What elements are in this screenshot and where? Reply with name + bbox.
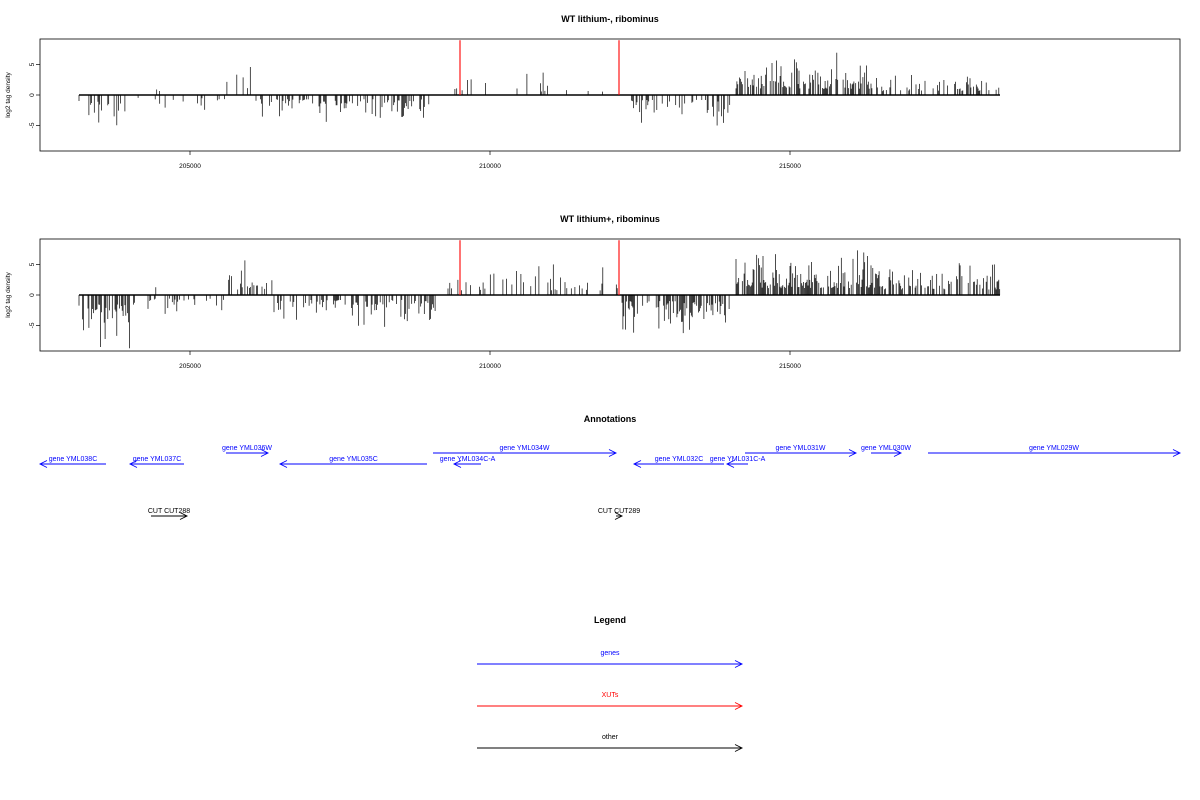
annotation-label: gene YML029W — [1029, 445, 1079, 452]
arrow-head — [608, 449, 618, 457]
annotation-feature: gene YML037C — [128, 456, 184, 468]
legend-title: Legend — [594, 615, 626, 625]
annotation-feature: gene YML030W — [861, 445, 911, 457]
x-tick-label: 210000 — [479, 363, 501, 370]
arrow-head — [734, 660, 744, 668]
arrow-head — [260, 449, 270, 457]
annotation-label: CUT CUT289 — [598, 508, 640, 515]
y-tick-label: 0 — [29, 293, 36, 297]
annotation-feature: gene YML035C — [278, 456, 427, 468]
x-axis: 205000 210000 215000 — [179, 151, 801, 170]
annotation-label: gene YML034C-A — [440, 456, 496, 463]
density-panel-lithium-minus: WT lithium-, ribominus log2 tag density … — [5, 14, 1181, 170]
x-tick-label: 210000 — [479, 163, 501, 170]
annotation-feature: gene YML029W — [928, 445, 1182, 457]
arrow-head — [1172, 449, 1182, 457]
arrow-head — [893, 449, 903, 457]
arrow-head — [278, 460, 288, 468]
legend: Legend genes XUTs other — [477, 615, 744, 752]
annotation-feature: gene YML034C-A — [440, 456, 496, 468]
legend-label: other — [602, 734, 619, 741]
annotation-feature: gene YML038C — [38, 456, 106, 468]
arrow-head — [848, 449, 858, 457]
legend-label: XUTs — [602, 692, 619, 699]
density-bars — [78, 52, 1000, 126]
annotation-feature: CUT CUT289 — [598, 508, 640, 520]
y-tick-label: 0 — [29, 93, 36, 97]
arrow-head — [734, 702, 744, 710]
legend-label: genes — [600, 650, 620, 657]
y-tick-label: 5 — [29, 62, 36, 66]
legend-entry: genes — [477, 650, 744, 668]
panel-title: WT lithium+, ribominus — [560, 214, 660, 224]
x-tick-label: 205000 — [179, 163, 201, 170]
legend-entry: other — [477, 734, 744, 752]
annotation-label: gene YML038C — [49, 456, 98, 463]
x-axis: 205000 210000 215000 — [179, 351, 801, 370]
y-tick-label: -5 — [29, 322, 36, 328]
arrow-head — [725, 460, 735, 468]
y-tick-label: 5 — [29, 262, 36, 266]
annotation-label: gene YML032C — [655, 456, 704, 463]
y-tick-label: -5 — [29, 122, 36, 128]
annotation-feature: gene YML034W — [433, 445, 618, 457]
arrow-head — [614, 512, 624, 520]
annotation-label: gene YML035C — [329, 456, 378, 463]
xut-markers — [459, 40, 620, 95]
x-tick-label: 215000 — [779, 363, 801, 370]
y-axis-label: log2 tag density — [5, 71, 12, 117]
annotation-feature: CUT CUT288 — [148, 508, 190, 520]
arrow-head — [734, 744, 744, 752]
annotation-feature: gene YML036W — [222, 445, 272, 457]
annotation-label: gene YML031W — [775, 445, 825, 452]
annotation-label: gene YML034W — [499, 445, 549, 452]
xut-markers — [459, 240, 620, 295]
arrow-head — [128, 460, 138, 468]
annotation-feature: gene YML031C-A — [710, 456, 766, 468]
y-axis: -5 0 5 — [29, 62, 40, 128]
arrow-head — [452, 460, 462, 468]
annotation-feature: gene YML031W — [745, 445, 858, 457]
x-tick-label: 215000 — [779, 163, 801, 170]
annotation-label: gene YML036W — [222, 445, 272, 452]
arrow-head — [632, 460, 642, 468]
x-tick-label: 205000 — [179, 363, 201, 370]
y-axis: -5 0 5 — [29, 262, 40, 328]
density-panel-lithium-plus: WT lithium+, ribominus log2 tag density … — [5, 214, 1181, 370]
annotations-track: Annotations gene YML038C gene YML037C gene… — [38, 414, 1182, 520]
panel-title: WT lithium-, ribominus — [561, 14, 659, 24]
y-axis-label: log2 tag density — [5, 271, 12, 317]
arrow-head — [38, 460, 48, 468]
density-bars — [78, 250, 1001, 349]
annotation-label: CUT CUT288 — [148, 508, 190, 515]
annotation-label: gene YML030W — [861, 445, 911, 452]
arrow-head — [179, 512, 189, 520]
annotation-label: gene YML031C-A — [710, 456, 766, 463]
annotation-feature: gene YML032C — [632, 456, 724, 468]
annotation-label: gene YML037C — [133, 456, 182, 463]
legend-entry: XUTs — [477, 692, 744, 710]
annotations-title: Annotations — [584, 414, 637, 424]
